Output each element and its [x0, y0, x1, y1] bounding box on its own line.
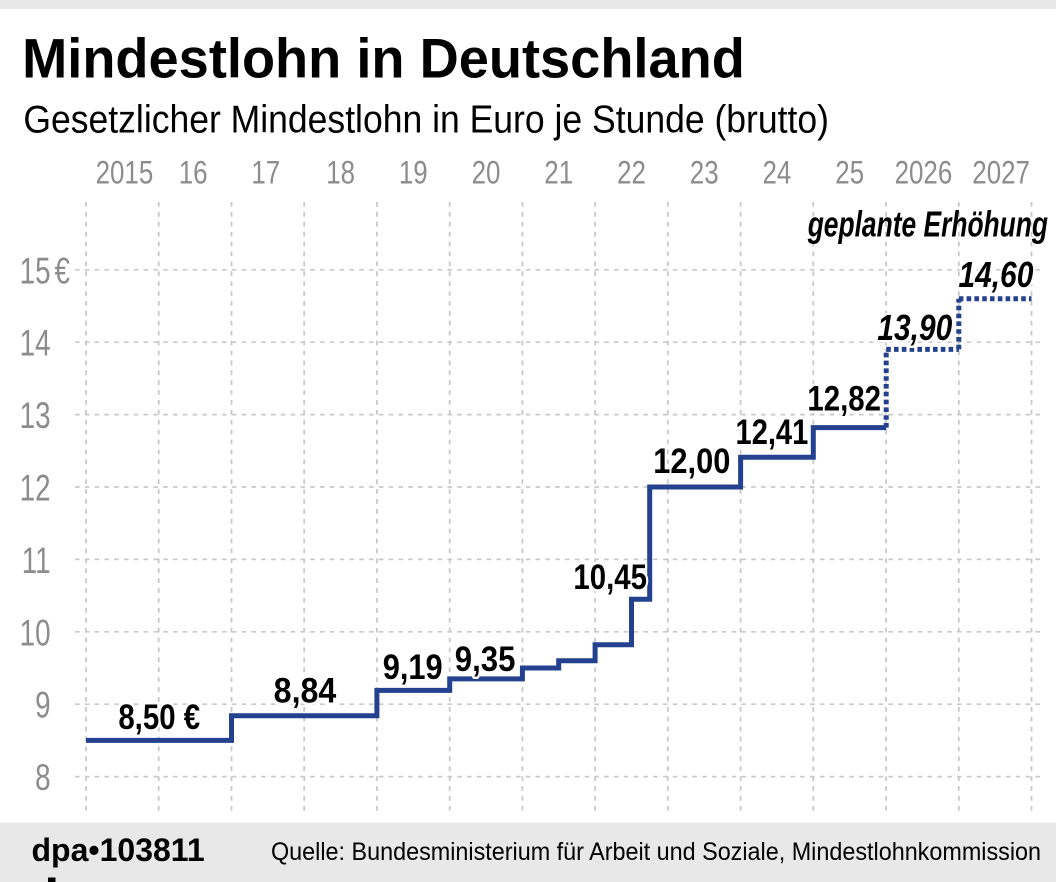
- svg-text:Mindestlohn in Deutschland: Mindestlohn in Deutschland: [22, 27, 745, 90]
- svg-text:22: 22: [617, 156, 646, 191]
- svg-text:19: 19: [399, 156, 428, 191]
- svg-text:9,35: 9,35: [455, 640, 516, 679]
- svg-text:17: 17: [251, 156, 280, 191]
- svg-text:13,90: 13,90: [877, 308, 952, 348]
- svg-text:12,82: 12,82: [807, 379, 881, 418]
- svg-text:12,41: 12,41: [736, 412, 809, 451]
- svg-text:8,50 €: 8,50 €: [118, 698, 200, 737]
- svg-text:12: 12: [20, 467, 51, 509]
- svg-text:Quelle: Bundesministerium für: Quelle: Bundesministerium für Arbeit und…: [271, 838, 1041, 866]
- svg-text:2026: 2026: [895, 156, 953, 191]
- svg-text:21: 21: [544, 156, 573, 191]
- svg-text:14,60: 14,60: [958, 255, 1033, 295]
- svg-text:10: 10: [20, 611, 51, 653]
- svg-text:9,19: 9,19: [383, 647, 443, 686]
- svg-text:24: 24: [762, 156, 791, 191]
- svg-text:23: 23: [690, 156, 719, 191]
- svg-text:geplante Erhöhung: geplante Erhöhung: [807, 204, 1048, 245]
- svg-text:2015: 2015: [96, 156, 154, 191]
- svg-text:10,45: 10,45: [573, 558, 647, 597]
- svg-text:15: 15: [20, 249, 51, 291]
- svg-text:13: 13: [20, 394, 51, 436]
- svg-text:25: 25: [835, 156, 864, 191]
- svg-text:dpa•103811: dpa•103811: [32, 832, 205, 868]
- svg-text:18: 18: [326, 156, 355, 191]
- svg-text:8: 8: [35, 756, 50, 798]
- svg-text:16: 16: [179, 156, 208, 191]
- svg-text:11: 11: [22, 539, 51, 581]
- svg-text:8,84: 8,84: [274, 672, 337, 711]
- svg-text:12,00: 12,00: [653, 441, 730, 480]
- svg-text:Gesetzlicher Mindestlohn in Eu: Gesetzlicher Mindestlohn in Euro je Stun…: [23, 97, 829, 141]
- svg-text:2027: 2027: [972, 156, 1030, 191]
- svg-text:9: 9: [35, 684, 50, 726]
- svg-text:14: 14: [20, 322, 51, 364]
- svg-text:€: €: [55, 249, 70, 291]
- svg-text:20: 20: [472, 156, 501, 191]
